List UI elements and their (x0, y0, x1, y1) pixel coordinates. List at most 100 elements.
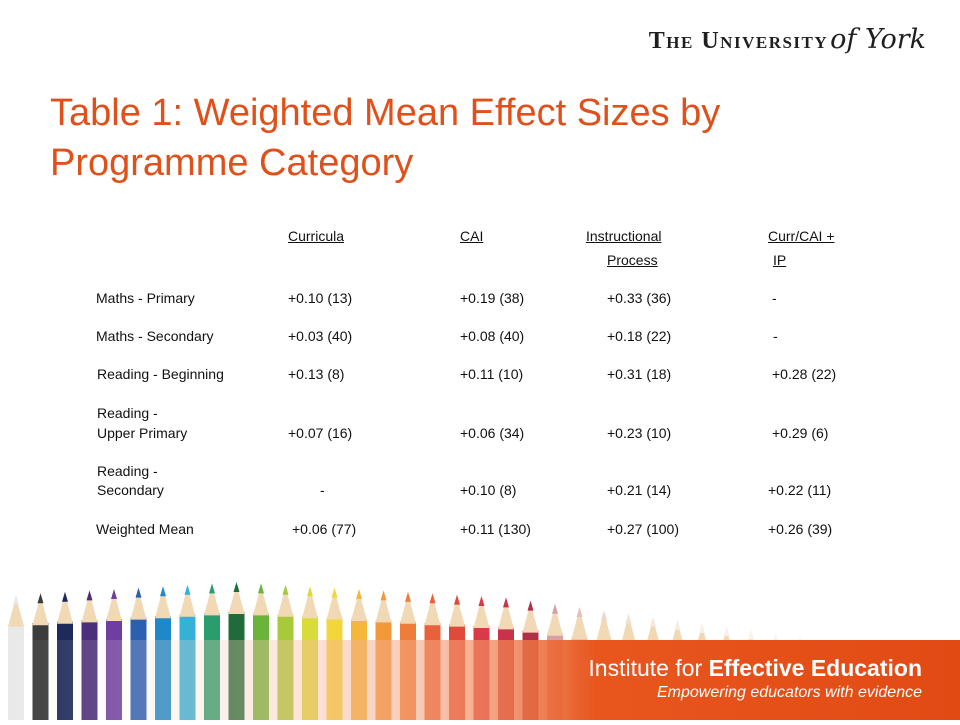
pencil-wood (81, 592, 98, 623)
pencil-tip (37, 593, 44, 604)
institute-tagline: Institute for Effective Education Empowe… (588, 654, 922, 704)
column-header-3-line2: Process (607, 252, 658, 268)
row-label: Maths - Secondary (96, 328, 214, 344)
pencil-wood (155, 588, 171, 619)
pencil-wood (32, 595, 49, 626)
university-of-york-logo: The University of York (649, 24, 926, 60)
pencil-tip (454, 594, 460, 605)
pencil-tip (699, 623, 705, 633)
pencil-wood (57, 593, 73, 624)
table-cell: +0.08 (40) (460, 328, 525, 344)
table-cell: +0.03 (40) (288, 328, 353, 344)
pencil-tip (209, 583, 215, 594)
pencil-tip (748, 629, 754, 640)
pencil-tip (405, 591, 411, 602)
row-label: Maths - Primary (96, 290, 195, 306)
pencil-wood (400, 593, 416, 624)
pencil-wood (228, 584, 245, 614)
pencil-wood (302, 588, 318, 619)
table-cell: +0.07 (16) (288, 425, 353, 441)
pencil-tip (307, 586, 313, 597)
pencil-wood (620, 615, 637, 646)
table-cell: +0.29 (6) (772, 425, 829, 441)
pencil-tip (184, 584, 191, 595)
table-cell: +0.33 (36) (607, 290, 672, 306)
table-cell: +0.21 (14) (607, 482, 672, 498)
institute-slogan: Empowering educators with evidence (656, 684, 922, 701)
pencil-wood (547, 605, 563, 636)
column-header-4-line2: IP (773, 252, 787, 268)
pencil-tip (258, 583, 264, 594)
pencils-banner: Institute for Effective Education Empowe… (0, 570, 960, 725)
row-label: Reading - Beginning (97, 366, 224, 382)
slide-title: Table 1: Weighted Mean Effect Sizes by P… (50, 92, 721, 184)
row-label: Reading - (97, 405, 158, 421)
table-cell: +0.19 (38) (460, 290, 525, 306)
pencil-wood (326, 589, 343, 620)
pencil-wood (424, 595, 441, 626)
pencil-wood (522, 602, 539, 633)
table-cell: - (320, 482, 325, 498)
pencil-tip (527, 600, 534, 611)
row-label: Weighted Mean (96, 521, 194, 537)
effect-size-table: Curricula CAI Instructional Process Curr/CAI… (96, 228, 836, 537)
pencil-tip (111, 589, 117, 599)
pencil-tip (62, 591, 68, 602)
pencil-tip (478, 596, 485, 606)
pencil-wood (106, 591, 122, 621)
logo-script-text: of York (830, 24, 926, 55)
pencil-tip (723, 626, 730, 637)
pencil-tip (552, 603, 558, 614)
pencil-tip (331, 587, 338, 598)
pencil-wood (351, 591, 367, 621)
pencil-wood (571, 609, 588, 639)
pencil-wood (130, 589, 147, 620)
pencil-tip (135, 587, 142, 598)
column-header-3: Instructional (586, 228, 662, 244)
table-cell: +0.10 (8) (460, 482, 517, 498)
pencil-wood (473, 598, 490, 628)
pencil-wood (8, 596, 24, 627)
table-cell: +0.11 (130) (460, 521, 531, 537)
pencil-tip (650, 616, 656, 627)
table-cell: +0.31 (18) (607, 366, 672, 382)
row-label: Reading - (97, 463, 158, 479)
table-cell: +0.11 (10) (460, 366, 524, 382)
pencil-tip (625, 613, 632, 624)
pencil-tip (160, 586, 166, 597)
column-header-2: CAI (460, 228, 484, 244)
table-cell: +0.06 (34) (460, 425, 525, 441)
table-cell: +0.26 (39) (768, 521, 833, 537)
table-cell: +0.27 (100) (607, 521, 679, 537)
table-cell: +0.22 (11) (768, 482, 832, 498)
pencil-wood (277, 586, 294, 617)
pencil-tip (86, 590, 93, 601)
pencil-tip (576, 607, 583, 617)
table-cell: +0.13 (8) (288, 366, 345, 382)
pencil-tip (674, 619, 681, 630)
pencil-wood (596, 612, 612, 643)
colored-pencils-image (0, 582, 960, 725)
column-header-1: Curricula (288, 228, 345, 244)
pencil-tip (429, 593, 436, 604)
pencil-tip (601, 610, 607, 621)
pencil-wood (498, 599, 514, 630)
table-cell: +0.10 (13) (288, 290, 353, 306)
row-label-line2: Upper Primary (97, 425, 188, 441)
pencil-tip (233, 582, 240, 592)
pencil-tip (380, 590, 387, 601)
table-cell: +0.06 (77) (292, 521, 357, 537)
column-header-4: Curr/CAI + (768, 228, 835, 244)
table-cell: - (773, 328, 778, 344)
table-cell: +0.18 (22) (607, 328, 672, 344)
pencil-tip (503, 597, 509, 608)
pencil-tip (356, 589, 362, 599)
table-cell: +0.23 (10) (607, 425, 672, 441)
pencil-wood (253, 585, 269, 616)
pencil-wood (375, 592, 392, 623)
pencil-wood (179, 586, 196, 617)
pencil-wood (204, 585, 220, 616)
institute-name: Institute for Effective Education (588, 655, 922, 681)
pencil-tip (282, 584, 289, 595)
pencil-tip (13, 594, 19, 605)
